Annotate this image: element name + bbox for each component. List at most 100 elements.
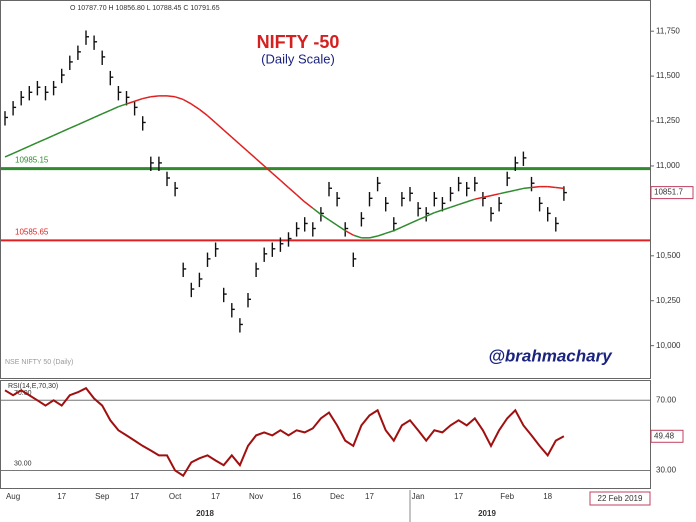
price-panel <box>0 0 651 379</box>
ma-segment <box>207 115 217 124</box>
y-tick-label: 11,000 <box>656 161 680 170</box>
last-value-box <box>650 429 684 443</box>
ma-segment <box>239 143 249 153</box>
level-label: 10985.15 <box>15 156 49 165</box>
y-tick-label-left: 30.00 <box>14 460 32 467</box>
ma-segment <box>312 207 322 216</box>
year-label: 2018 <box>196 509 214 518</box>
ma-segment <box>482 194 492 199</box>
ma-segment <box>12 149 22 155</box>
ma-segment <box>288 186 298 196</box>
ma-segment <box>409 219 419 225</box>
source: NSE NIFTY 50 (Daily) <box>5 359 73 366</box>
ma-segment <box>85 116 95 122</box>
y-tick-label: 11,250 <box>656 116 680 125</box>
x-tick-label: 17 <box>365 492 374 501</box>
ma-segment <box>515 187 524 191</box>
ma-segment <box>69 123 79 129</box>
ma-segment <box>166 95 176 98</box>
x-tick-label: 16 <box>292 492 301 501</box>
ma-segment <box>93 113 103 119</box>
rsi-panel <box>0 380 651 489</box>
x-tick-label: Feb <box>500 492 514 501</box>
date-box <box>589 491 651 506</box>
ma-segment <box>118 103 127 108</box>
y-tick-label: 10,250 <box>656 296 681 305</box>
ma-segment <box>507 189 516 193</box>
ma-segment <box>450 203 459 209</box>
chart-subtitle: (Daily Scale) <box>261 51 335 66</box>
ma-segment <box>174 96 184 101</box>
ma-segment <box>328 219 338 226</box>
ma-segment <box>109 105 119 111</box>
ma-segment <box>434 209 443 214</box>
ma-segment <box>523 186 532 190</box>
year-label: 2019 <box>478 509 496 518</box>
y-tick-label: 70.00 <box>656 395 677 404</box>
ma-segment <box>215 122 225 131</box>
x-tick-label: Aug <box>6 492 20 501</box>
ma-segment <box>377 232 386 237</box>
ma-segment <box>263 165 273 174</box>
header: O 10787.70 H 10856.80 L 10788.45 C 10791… <box>70 5 220 12</box>
x-tick-label: 17 <box>454 492 463 501</box>
last-price-box <box>650 186 694 200</box>
date-label: 22 Feb 2019 <box>598 494 643 503</box>
x-tick-label: Oct <box>169 492 182 501</box>
x-tick-label: 18 <box>543 492 552 501</box>
ma-segment <box>190 103 200 110</box>
ma-segment <box>20 145 30 151</box>
ma-segment <box>134 97 143 102</box>
ma-segment <box>77 120 87 126</box>
ma-segment <box>320 213 330 221</box>
ma-segment <box>279 179 289 189</box>
ma-segment <box>498 191 508 195</box>
ma-segment <box>271 172 281 181</box>
ma-segment <box>466 198 476 203</box>
x-tick-label: Sep <box>95 492 110 501</box>
x-tick-label: Dec <box>330 492 344 501</box>
ma-segment <box>474 196 484 200</box>
ma-segment <box>142 96 151 100</box>
x-tick-label: 17 <box>130 492 139 501</box>
ma-segment <box>344 229 354 236</box>
ma-segment <box>126 100 135 105</box>
ma-segment <box>61 127 71 133</box>
y-tick-label-left: 70.00 <box>14 390 32 397</box>
ma-segment <box>223 129 233 138</box>
y-tick-label: 11,500 <box>656 71 680 80</box>
ma-segment <box>393 226 403 232</box>
y-tick-label: 10,000 <box>656 341 681 350</box>
last-value-label: 49.48 <box>654 431 675 440</box>
ma-segment <box>231 136 241 145</box>
ma-segment <box>101 109 111 115</box>
ma-segment <box>198 108 208 117</box>
x-tick-label: 17 <box>57 492 66 501</box>
rsi-title: RSI(14,E,70,30) <box>8 383 58 390</box>
ma-segment <box>490 193 500 197</box>
ma-segment <box>369 235 378 239</box>
ma-segment <box>150 95 159 98</box>
ma-segment <box>182 98 192 105</box>
y-tick-label: 10,500 <box>656 251 681 260</box>
ma-segment <box>28 141 38 147</box>
x-tick-label: Nov <box>249 492 263 501</box>
rsi-line <box>4 386 565 478</box>
watermark: @brahmachary <box>488 346 613 365</box>
ma-segment <box>353 234 362 239</box>
y-tick-label: 30.00 <box>656 466 677 475</box>
ma-segment <box>531 185 540 189</box>
y-tick-label: 11,750 <box>656 26 680 35</box>
ma-segment <box>458 201 467 206</box>
ma-segment <box>255 158 265 167</box>
ma-segment <box>442 206 451 211</box>
ma-segment <box>385 229 395 235</box>
ma-segment <box>53 131 63 137</box>
ma-segment <box>401 222 411 228</box>
ma-segment <box>336 224 346 232</box>
ma-segment <box>425 211 435 217</box>
level-label: 10585.65 <box>15 228 49 237</box>
ma-segment <box>37 138 46 144</box>
ma-segment <box>4 152 14 158</box>
